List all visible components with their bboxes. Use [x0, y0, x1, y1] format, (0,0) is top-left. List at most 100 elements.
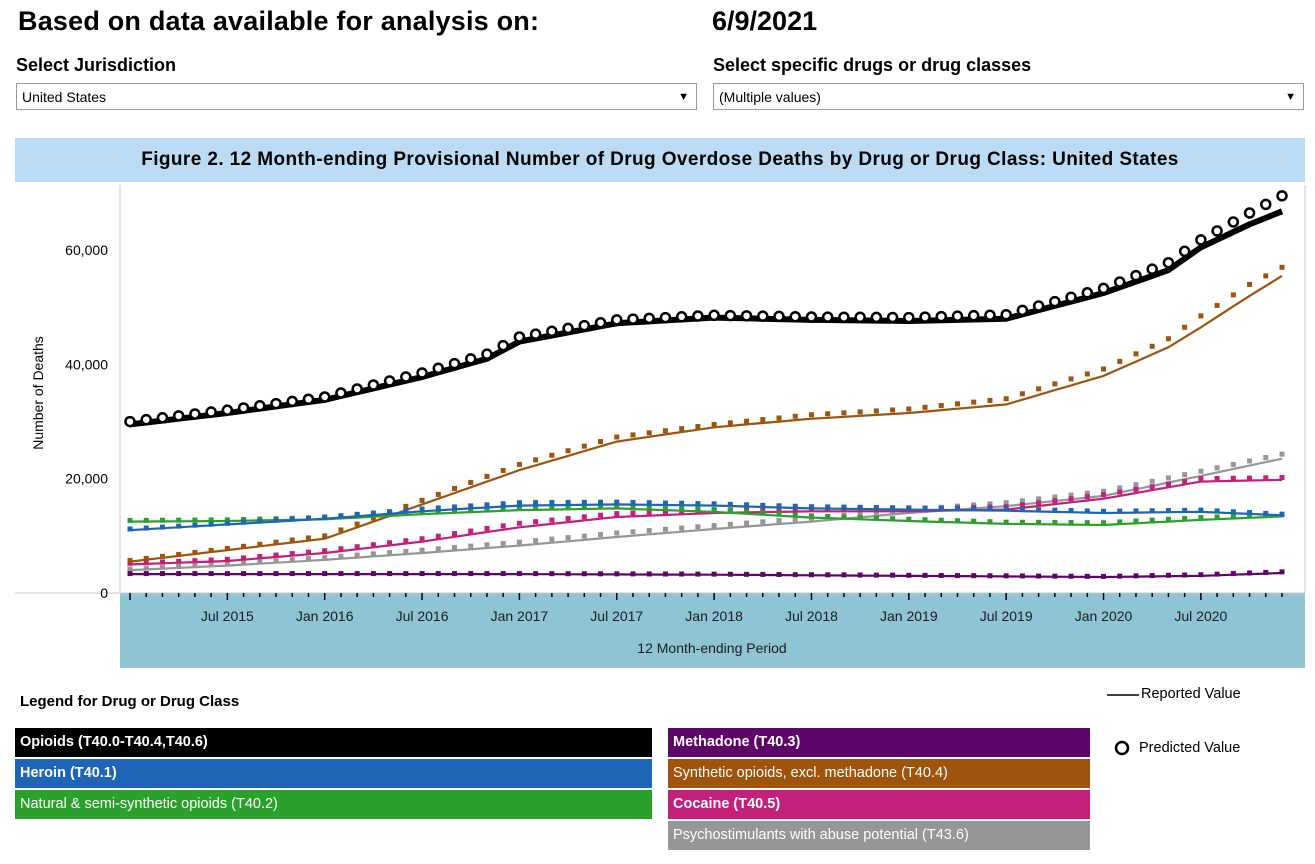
predicted-point — [808, 513, 814, 519]
predicted-point — [143, 555, 149, 561]
predicted-point — [351, 383, 363, 395]
predicted-point — [1178, 245, 1191, 258]
predicted-point — [1260, 198, 1272, 211]
predicted-point — [208, 562, 214, 568]
predicted-point — [403, 571, 409, 577]
legend-item[interactable]: Methadone (T40.3) — [668, 728, 1090, 757]
predicted-point — [241, 516, 247, 522]
chevron-down-icon[interactable]: ▼ — [678, 91, 689, 103]
predicted-point — [1052, 498, 1058, 504]
predicted-point — [354, 511, 360, 517]
predicted-point — [1019, 519, 1025, 525]
header-date: 6/9/2021 — [712, 6, 818, 36]
y-axis-label: Number of Deaths — [30, 336, 46, 450]
legend-item-label: Psychostimulants with abuse potential (T… — [673, 827, 969, 843]
legend-item[interactable]: Opioids (T40.0-T40.4,T40.6) — [15, 728, 652, 757]
predicted-point — [273, 552, 279, 558]
legend-item[interactable]: Synthetic opioids, excl. methadone (T40.… — [668, 759, 1090, 788]
predicted-point — [760, 507, 766, 513]
predicted-point — [387, 540, 393, 546]
chevron-down-icon[interactable]: ▼ — [1285, 91, 1296, 103]
predicted-point — [257, 559, 263, 565]
predicted-point — [1165, 481, 1171, 487]
predicted-point — [1165, 475, 1171, 481]
predicted-point — [241, 519, 247, 525]
predicted-point — [565, 535, 571, 541]
predicted-point — [159, 553, 165, 559]
predicted-point — [257, 541, 263, 547]
reported-line — [129, 478, 1283, 566]
predicted-point — [873, 572, 879, 578]
predicted-point — [1084, 573, 1090, 579]
predicted-point — [127, 571, 133, 577]
predicted-point — [516, 571, 522, 577]
predicted-point — [744, 509, 750, 515]
reported-line — [129, 274, 1283, 563]
predicted-point — [1230, 513, 1236, 519]
reported-line — [129, 507, 1283, 527]
predicted-point — [529, 328, 542, 340]
legend-item[interactable]: Natural & semi-synthetic opioids (T40.2) — [15, 790, 652, 819]
predicted-point — [1133, 351, 1139, 357]
predicted-point — [1198, 476, 1204, 482]
predicted-point — [1279, 511, 1285, 517]
predicted-point — [825, 572, 831, 578]
predicted-point — [1230, 571, 1236, 577]
legend-item[interactable]: Heroin (T40.1) — [15, 759, 652, 788]
predicted-point — [1049, 295, 1061, 308]
predicted-point — [549, 536, 555, 542]
predicted-point — [1101, 488, 1107, 494]
predicted-point — [1182, 478, 1188, 484]
predicted-point — [711, 421, 717, 427]
x-tick-label: Jan 2018 — [685, 608, 743, 624]
predicted-point — [1068, 376, 1074, 382]
predicted-point — [533, 519, 539, 525]
predicted-point — [208, 521, 214, 527]
predicted-point — [254, 400, 266, 412]
series-heroin — [127, 499, 1285, 532]
predicted-point — [1214, 302, 1220, 308]
predicted-point — [208, 557, 214, 563]
predicted-point — [1019, 391, 1025, 397]
x-axis-band — [120, 593, 1305, 668]
predicted-point — [435, 546, 441, 552]
predicted-point — [1117, 358, 1123, 364]
legend-item[interactable]: Psychostimulants with abuse potential (T… — [668, 821, 1090, 850]
predicted-point — [581, 533, 587, 539]
predicted-point — [1230, 509, 1236, 515]
predicted-point — [156, 412, 169, 424]
predicted-point — [581, 514, 587, 520]
predicted-point — [627, 313, 639, 325]
jurisdiction-select[interactable]: United States ▼ — [16, 83, 697, 110]
predicted-point — [484, 571, 490, 577]
predicted-point — [630, 529, 636, 535]
predicted-point — [776, 511, 782, 517]
predicted-point — [318, 391, 331, 403]
predicted-point — [886, 311, 899, 324]
predicted-point — [808, 412, 814, 418]
predicted-point — [1214, 475, 1220, 481]
predicted-point — [484, 502, 490, 508]
predicted-point — [500, 540, 506, 546]
predicted-point — [598, 439, 604, 445]
legend-item[interactable]: Cocaine (T40.5) — [668, 790, 1090, 819]
predicted-point — [159, 517, 165, 523]
predicted-point — [1003, 519, 1009, 525]
predicted-point — [1279, 264, 1285, 270]
predicted-point — [724, 309, 737, 322]
predicted-point — [1198, 572, 1204, 578]
predicted-point — [1117, 519, 1123, 525]
predicted-point — [305, 535, 311, 541]
predicted-point — [630, 571, 636, 577]
predicted-point — [1214, 465, 1220, 471]
drugs-select[interactable]: (Multiple values) ▼ — [713, 83, 1304, 110]
predicted-point — [1263, 569, 1269, 575]
predicted-point — [273, 571, 279, 577]
legend-item-label: Methadone (T40.3) — [673, 734, 801, 750]
predicted-point — [1019, 502, 1025, 508]
series-methadone — [127, 569, 1285, 579]
predicted-point — [1068, 496, 1074, 502]
predicted-point — [159, 524, 165, 530]
predicted-point — [322, 555, 328, 561]
predicted-point — [1182, 324, 1188, 330]
